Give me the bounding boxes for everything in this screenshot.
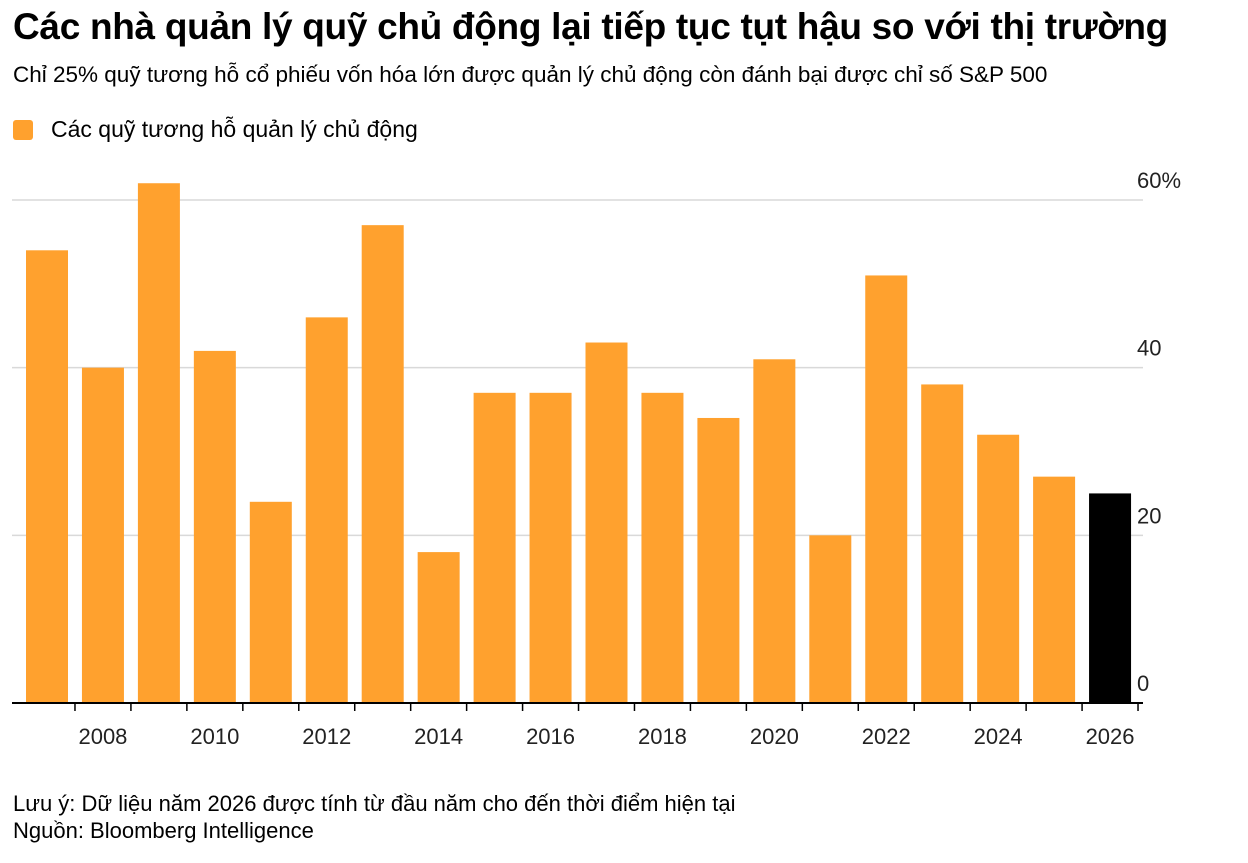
bar-2011 [249,501,292,703]
x-tick-label-2024: 2024 [974,724,1023,749]
x-tick-label-2010: 2010 [190,724,239,749]
bar-2024 [977,434,1020,703]
x-tick-label-2016: 2016 [526,724,575,749]
bar-2014 [417,552,460,703]
legend-swatch [13,119,33,140]
bar-2017 [585,342,628,703]
bar-2019 [697,417,740,703]
x-tick-label-2008: 2008 [78,724,127,749]
bar-2007 [26,250,68,704]
x-tick-label-2026: 2026 [1086,724,1135,749]
chart-subtitle: Chỉ 25% quỹ tương hỗ cổ phiếu vốn hóa lớ… [13,62,1048,87]
bar-2009 [137,183,180,703]
bar-2010 [193,350,236,703]
y-tick-label-60: 60% [1137,168,1181,193]
x-tick-label-2018: 2018 [638,724,687,749]
bar-2020 [753,359,796,703]
bar-2026 [1089,493,1132,703]
bar-chart: 0 20 40 60% 2008 2010 2012 2014 2016 2018 2020 2022… [12,168,1181,749]
x-tick-label-2014: 2014 [414,724,463,749]
x-tick-label-2012: 2012 [302,724,351,749]
bar-2016 [529,392,572,703]
bar-2008 [81,367,124,703]
y-tick-label-40: 40 [1137,336,1161,361]
bar-2015 [473,392,516,703]
bar-2022 [865,275,908,703]
x-tick-label-2020: 2020 [750,724,799,749]
chart-source: Nguồn: Bloomberg Intelligence [13,818,314,843]
bar-2012 [305,317,348,703]
y-tick-label-0: 0 [1137,671,1149,696]
legend: Các quỹ tương hỗ quản lý chủ động [13,116,418,143]
chart-title: Các nhà quản lý quỹ chủ động lại tiếp tụ… [13,6,1168,47]
legend-label: Các quỹ tương hỗ quản lý chủ động [51,116,418,142]
x-tick-label-2022: 2022 [862,724,911,749]
y-tick-label-20: 20 [1137,503,1161,528]
bar-2018 [641,392,684,703]
bar-2025 [1033,476,1076,703]
bar-2023 [921,384,964,703]
chart-note: Lưu ý: Dữ liệu năm 2026 được tính từ đầu… [13,791,736,816]
bar-2021 [809,535,852,703]
bar-2013 [361,225,404,703]
